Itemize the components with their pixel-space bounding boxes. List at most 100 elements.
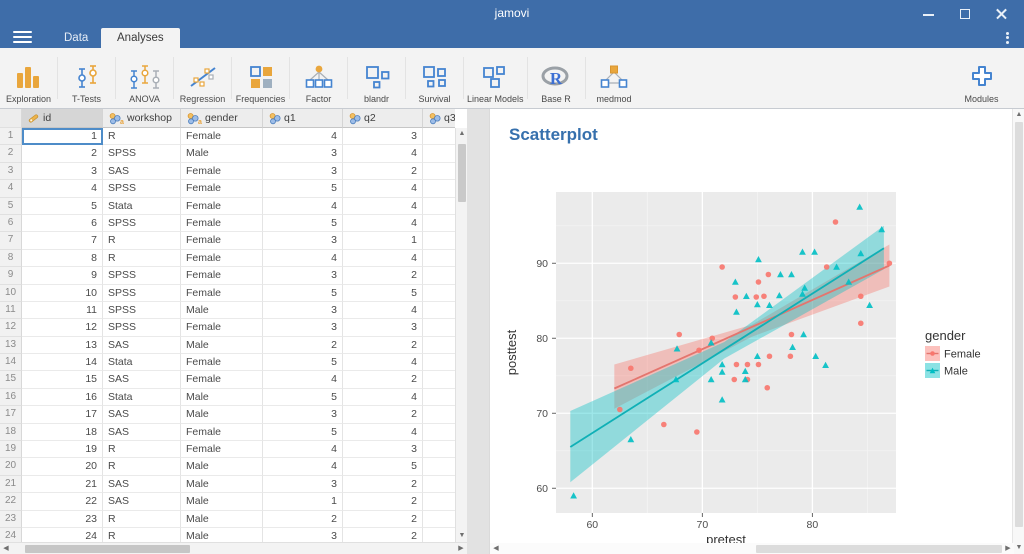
cell-q3[interactable] (423, 424, 455, 442)
cell-id[interactable]: 4 (22, 180, 103, 198)
column-header-q2[interactable]: q2 (343, 109, 423, 128)
cell-q1[interactable]: 2 (263, 510, 343, 528)
cell-q1[interactable]: 2 (263, 336, 343, 355)
column-header-q3[interactable]: q3 (423, 109, 455, 128)
cell-q3[interactable] (423, 389, 455, 407)
cell-gender[interactable]: Female (181, 232, 263, 250)
results-hscroll-thumb[interactable] (756, 545, 1002, 553)
cell-id[interactable]: 14 (22, 354, 103, 372)
cell-q2[interactable]: 2 (343, 510, 423, 528)
cell-q1[interactable]: 5 (263, 180, 343, 198)
modules-button[interactable]: Modules (953, 52, 1010, 104)
cell-gender[interactable]: Male (181, 406, 263, 424)
row-number[interactable]: 11 (0, 301, 22, 320)
cell-q2[interactable]: 4 (343, 301, 423, 320)
cell-q2[interactable]: 4 (343, 180, 423, 198)
cell-q3[interactable] (423, 406, 455, 424)
cell-q2[interactable]: 4 (343, 249, 423, 268)
row-number[interactable]: 23 (0, 510, 22, 528)
cell-gender[interactable]: Female (181, 197, 263, 215)
cell-id[interactable]: 12 (22, 319, 103, 337)
row-number[interactable]: 19 (0, 441, 22, 459)
cell-q3[interactable] (423, 337, 455, 355)
cell-id[interactable]: 20 (22, 458, 103, 476)
cell-q3[interactable] (423, 163, 455, 181)
cell-q2[interactable]: 4 (343, 354, 423, 372)
scroll-up-arrow[interactable]: ▲ (1015, 111, 1023, 118)
cell-gender[interactable]: Male (181, 388, 263, 407)
cell-workshop[interactable]: SAS (103, 371, 181, 389)
cell-q3[interactable] (423, 180, 455, 198)
cell-id[interactable]: 11 (22, 301, 103, 320)
cell-workshop[interactable]: SPSS (103, 284, 181, 302)
cell-q1[interactable]: 4 (263, 128, 343, 146)
cell-gender[interactable]: Female (181, 284, 263, 302)
cell-workshop[interactable]: Stata (103, 197, 181, 215)
cell-workshop[interactable]: SAS (103, 475, 181, 494)
cell-q1[interactable]: 4 (263, 458, 343, 476)
cell-q1[interactable]: 5 (263, 388, 343, 407)
cell-id[interactable]: 9 (22, 267, 103, 285)
cell-q2[interactable]: 3 (343, 441, 423, 459)
column-header-q1[interactable]: q1 (263, 109, 343, 128)
cell-gender[interactable]: Female (181, 214, 263, 233)
scroll-right-arrow[interactable]: ▶ (458, 545, 464, 552)
cell-workshop[interactable]: SAS (103, 493, 181, 511)
scroll-left-arrow[interactable]: ◀ (3, 545, 9, 552)
cell-workshop[interactable]: SPSS (103, 180, 181, 198)
cell-id[interactable]: 24 (22, 527, 103, 542)
cell-id[interactable]: 5 (22, 197, 103, 215)
row-number[interactable]: 21 (0, 475, 22, 494)
cell-workshop[interactable]: R (103, 458, 181, 476)
cell-q1[interactable]: 3 (263, 406, 343, 424)
select-all-corner[interactable] (0, 109, 22, 128)
close-button[interactable] (986, 0, 1016, 28)
cell-q3[interactable] (423, 528, 455, 542)
ribbon-item-frequencies[interactable]: Frequencies (232, 52, 289, 104)
cell-gender[interactable]: Male (181, 458, 263, 476)
cell-gender[interactable]: Female (181, 371, 263, 389)
scroll-down-arrow[interactable]: ▼ (1015, 544, 1023, 551)
cell-gender[interactable]: Male (181, 493, 263, 511)
ribbon-item-blandr[interactable]: blandr (348, 52, 405, 104)
data-hscroll-thumb[interactable] (25, 545, 190, 553)
cell-gender[interactable]: Female (181, 354, 263, 372)
cell-gender[interactable]: Female (181, 162, 263, 181)
row-number[interactable]: 6 (0, 214, 22, 233)
cell-q3[interactable] (423, 441, 455, 459)
cell-q2[interactable]: 3 (343, 128, 423, 146)
ribbon-item-anova[interactable]: ANOVA (116, 52, 173, 104)
row-number[interactable]: 24 (0, 527, 22, 542)
cell-q2[interactable]: 2 (343, 162, 423, 181)
cell-id[interactable]: 13 (22, 336, 103, 355)
cell-gender[interactable]: Female (181, 128, 263, 146)
cell-q2[interactable]: 2 (343, 336, 423, 355)
cell-q3[interactable] (423, 493, 455, 511)
cell-q2[interactable]: 4 (343, 388, 423, 407)
cell-gender[interactable]: Male (181, 527, 263, 542)
cell-q3[interactable] (423, 371, 455, 389)
cell-id[interactable]: 7 (22, 232, 103, 250)
cell-q2[interactable]: 2 (343, 371, 423, 389)
row-number[interactable]: 15 (0, 371, 22, 389)
scroll-down-arrow[interactable]: ▼ (458, 532, 466, 539)
cell-q2[interactable]: 2 (343, 475, 423, 494)
cell-workshop[interactable]: SAS (103, 336, 181, 355)
cell-workshop[interactable]: R (103, 510, 181, 528)
cell-q2[interactable]: 3 (343, 319, 423, 337)
hamburger-menu-button[interactable] (13, 31, 37, 46)
cell-gender[interactable]: Female (181, 423, 263, 442)
cell-q1[interactable]: 3 (263, 527, 343, 542)
row-number[interactable]: 2 (0, 145, 22, 163)
row-number[interactable]: 13 (0, 336, 22, 355)
row-number[interactable]: 1 (0, 128, 22, 146)
cell-gender[interactable]: Male (181, 336, 263, 355)
row-number[interactable]: 17 (0, 406, 22, 424)
row-number[interactable]: 4 (0, 180, 22, 198)
row-number[interactable]: 14 (0, 354, 22, 372)
cell-q1[interactable]: 3 (263, 301, 343, 320)
cell-gender[interactable]: Male (181, 145, 263, 163)
app-menu-button[interactable] (1000, 30, 1014, 46)
cell-id[interactable]: 3 (22, 162, 103, 181)
ribbon-item-survival[interactable]: Survival (406, 52, 463, 104)
